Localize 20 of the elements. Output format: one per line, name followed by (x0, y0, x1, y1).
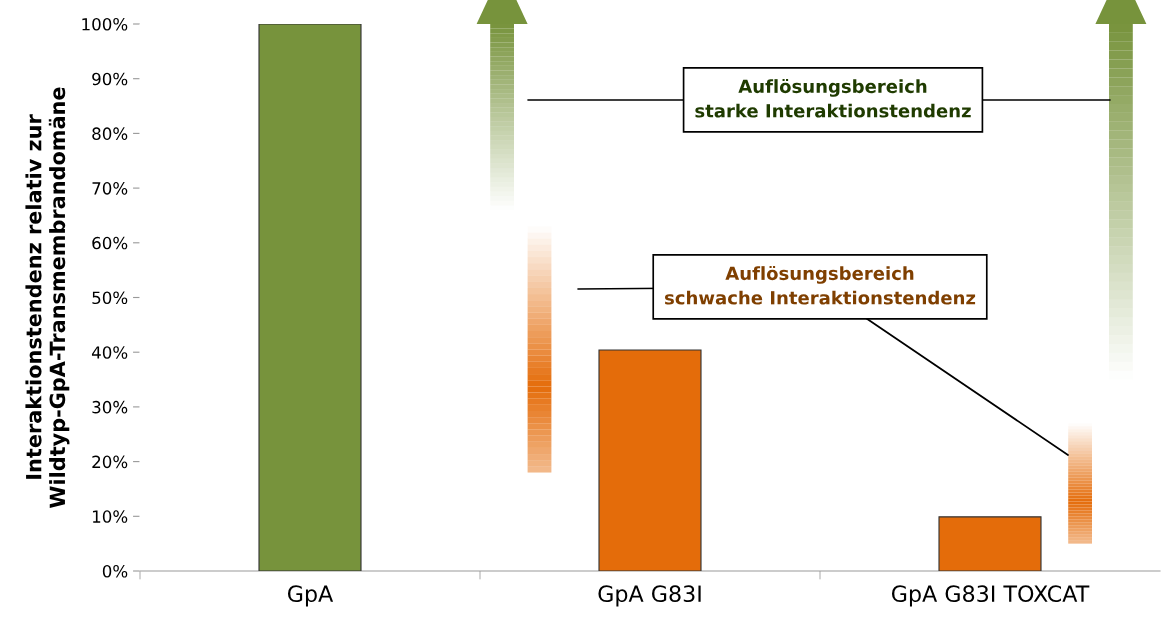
annotation: Auflösungsbereich schwache Interaktionstendenz (664, 265, 976, 305)
y-tick-label: 40% (91, 346, 128, 359)
x-tick-label: GpA (287, 585, 334, 607)
y-tick-label: 60% (92, 236, 128, 250)
y-tick-label: 10% (92, 510, 128, 523)
y-tick-label: 70% (92, 182, 128, 195)
x-tick-label: GpA G83I (598, 585, 701, 607)
y-tick-label: 0% (102, 564, 128, 578)
x-tick-label: GpA G83I TOXCAT (891, 585, 1090, 607)
y-tick-label: 90% (92, 72, 128, 86)
y-tick-label: 100% (82, 17, 128, 31)
y-tick-label: 50% (92, 291, 128, 305)
bar (258, 24, 362, 571)
y-axis-title: Interaktionstendenz relativ zur Wildtyp-GpA-Transmembrandomäne (25, 87, 70, 508)
bar (598, 349, 702, 571)
y-tick-label: 30% (92, 400, 128, 414)
y-tick-label: 80% (92, 127, 128, 140)
y-tick-label: 20% (92, 455, 128, 469)
bar (938, 516, 1042, 571)
annotation: Auflösungsbereich starke Interaktionstendenz (695, 78, 971, 118)
